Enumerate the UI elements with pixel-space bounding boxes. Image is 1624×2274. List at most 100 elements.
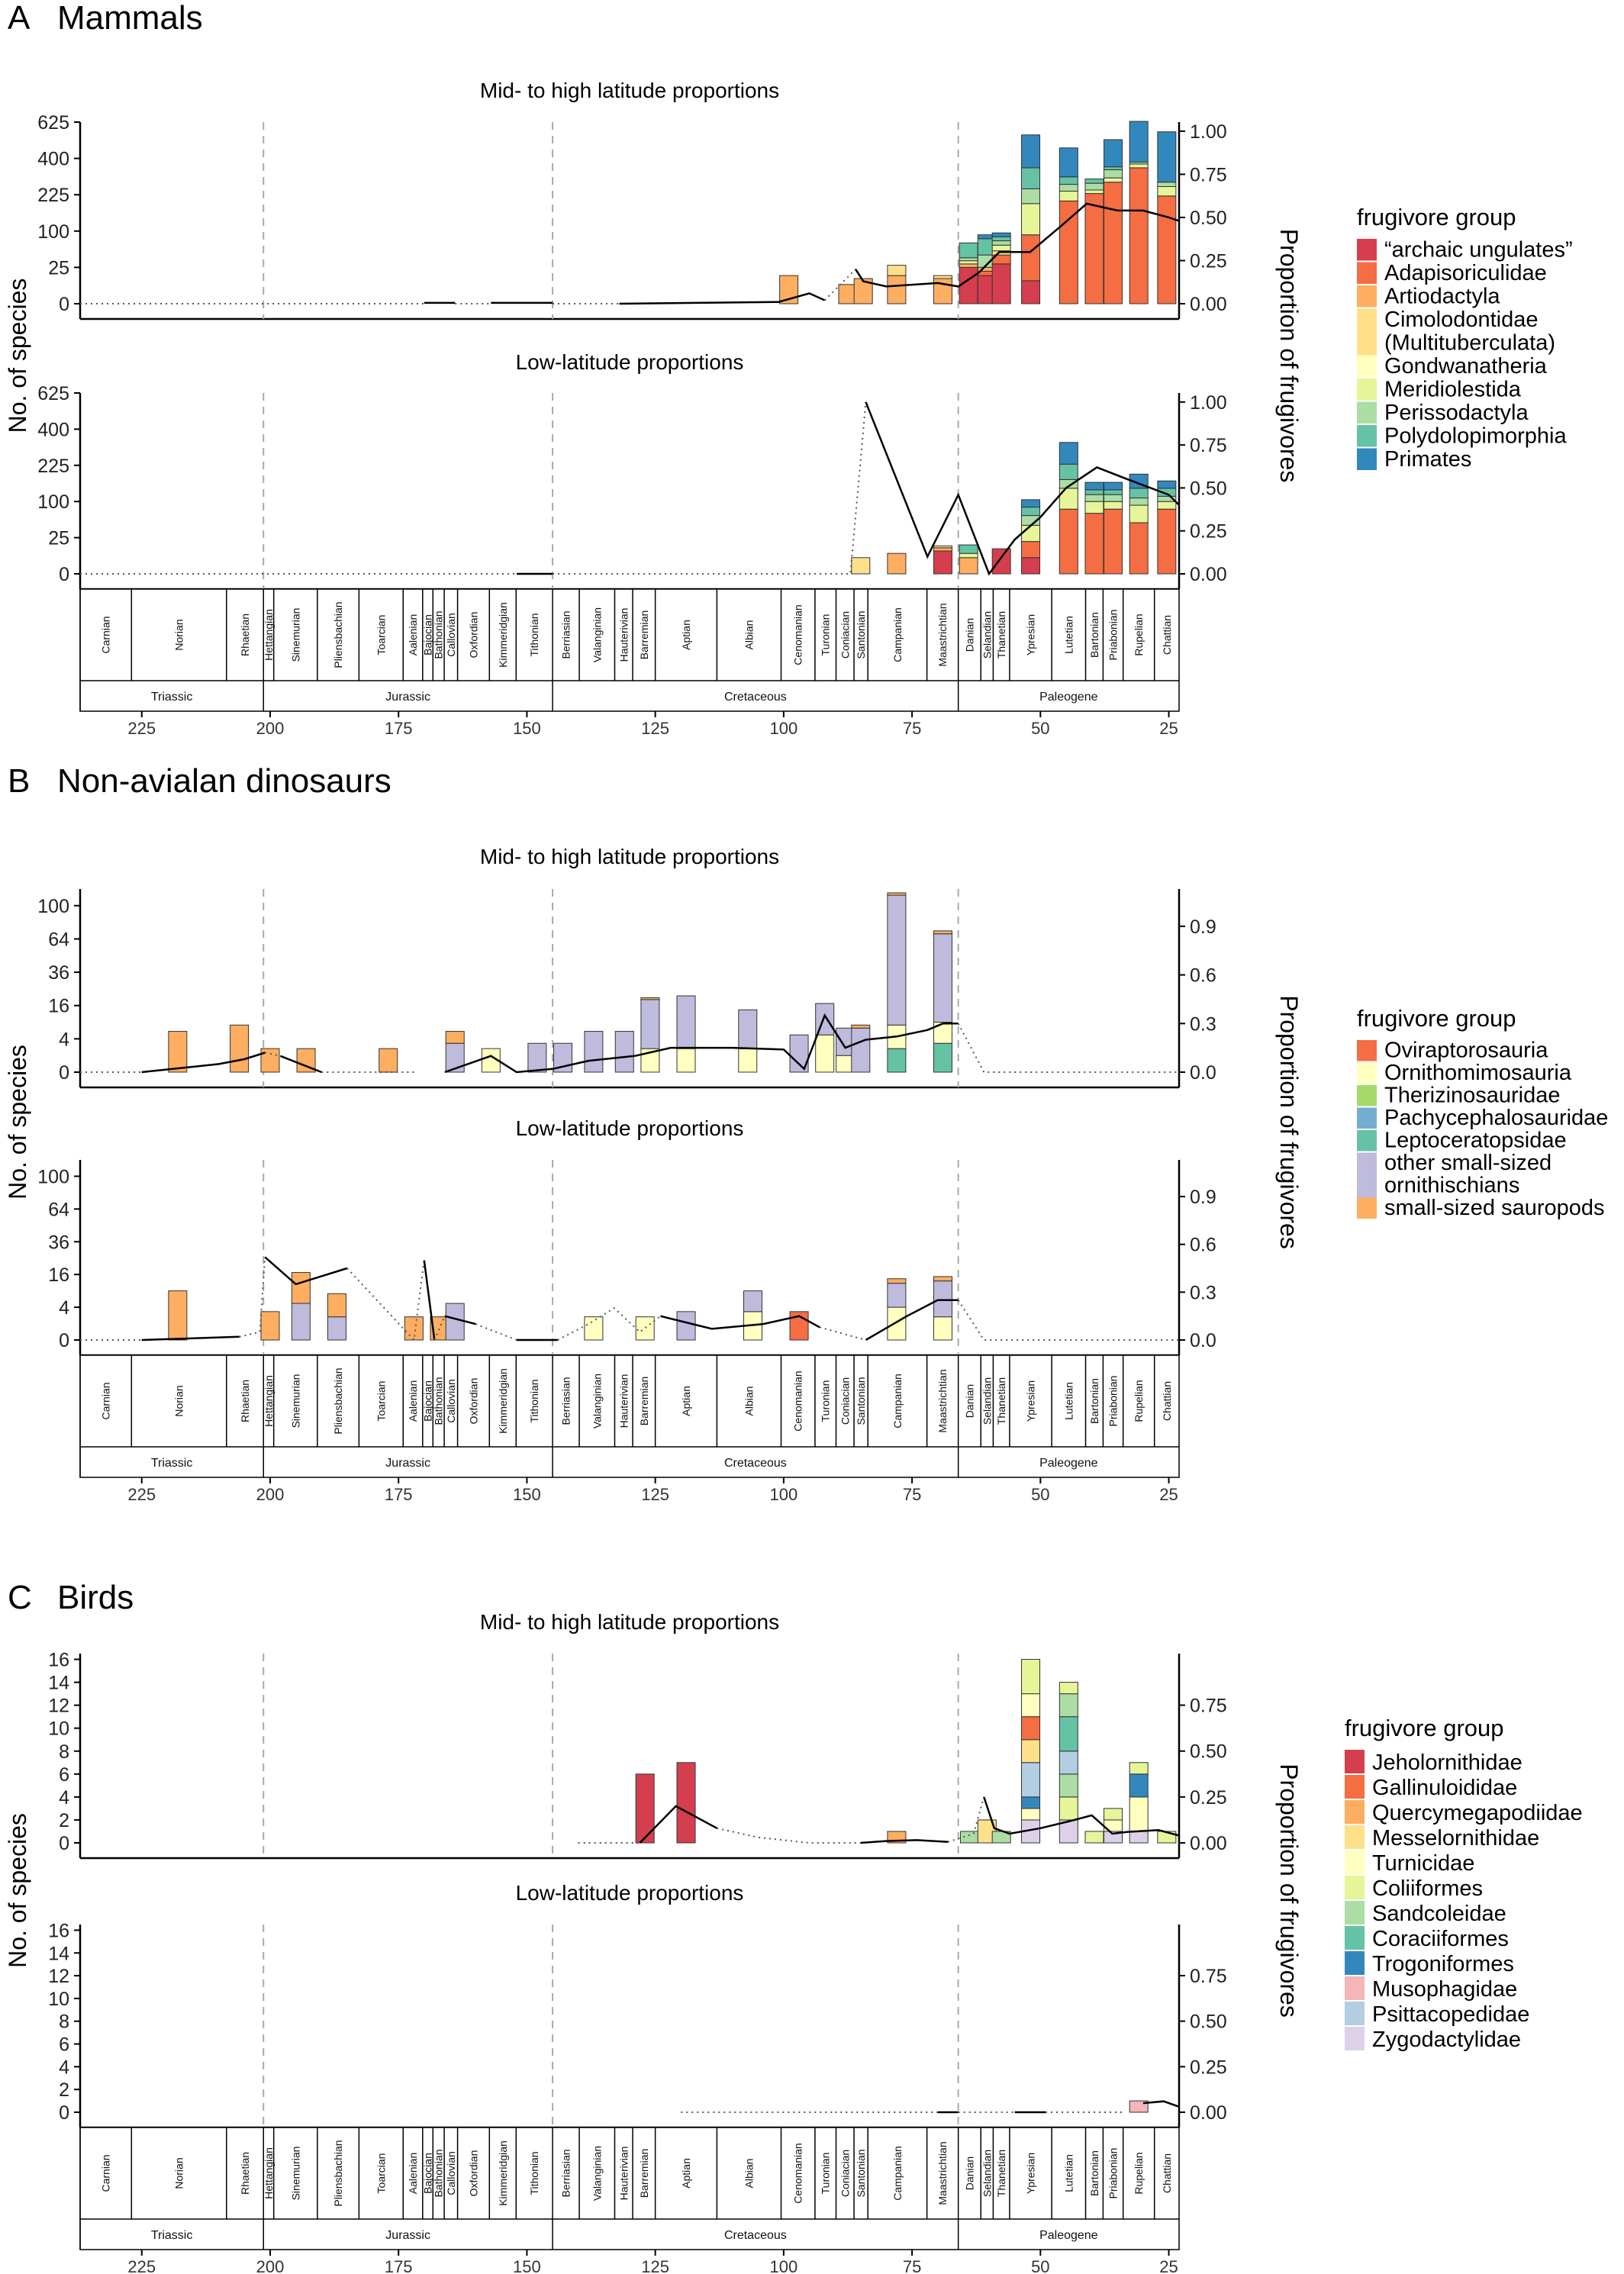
stage-label: Berriasian (560, 610, 572, 659)
stage-label: Rhaetian (239, 614, 251, 656)
bar-segment (1129, 498, 1149, 506)
bar-segment (991, 240, 1011, 246)
bar-segment (743, 1290, 762, 1313)
stage-label: Ypresian (1025, 614, 1037, 655)
panel-letter: C (8, 1579, 32, 1616)
legend-label: Coliiformes (1372, 1876, 1483, 1901)
legend-label: Meridiolestida (1384, 378, 1522, 402)
proportion-line (823, 269, 856, 301)
y2-tick-label: 0.50 (1190, 478, 1227, 499)
bar-segment (1129, 504, 1149, 523)
legend-label: Polydolopimorphia (1384, 424, 1567, 449)
y-tick-label: 4 (59, 2057, 69, 2078)
panel-letter: B (8, 762, 30, 800)
legend-label: Turnicidae (1372, 1851, 1474, 1876)
bar-segment (1058, 1682, 1078, 1695)
legend-swatch (1345, 1800, 1365, 1824)
y-tick-label: 225 (37, 185, 69, 206)
bar-segment (1021, 1739, 1041, 1763)
legend-swatch (1357, 355, 1377, 377)
bar-segment (676, 1762, 696, 1844)
bar-segment (584, 1316, 604, 1341)
bar-segment (1157, 501, 1177, 510)
stage-label: Rupelian (1133, 2152, 1145, 2194)
legend-swatch (1345, 2002, 1365, 2025)
bar-segment (1058, 1693, 1078, 1718)
stage-label: Campanian (891, 2146, 904, 2201)
y-tick-label: 100 (37, 491, 69, 513)
legend-label: Oviraptorosauria (1384, 1039, 1548, 1063)
x-tick-label: 25 (1159, 719, 1178, 738)
bar-segment (445, 1303, 465, 1341)
stage-label: Callovian (445, 613, 457, 657)
legend-label: (Multituberculata) (1384, 331, 1555, 356)
stage-label: Norian (173, 1385, 185, 1416)
x-tick-label: 25 (1159, 2257, 1178, 2274)
y-tick-label: 8 (59, 1741, 69, 1763)
bar-segment (1129, 1773, 1149, 1798)
legend-swatch (1345, 1775, 1365, 1799)
stage-label: Cenomanian (792, 2143, 804, 2203)
stage-label: Valanginian (591, 607, 603, 662)
bar-segment (1021, 541, 1041, 559)
y2-tick-label: 0.6 (1190, 1235, 1216, 1256)
bar-segment (1021, 134, 1041, 169)
bar-segment (1157, 182, 1177, 187)
legend-label: Psittacopedidae (1372, 2002, 1529, 2027)
bar-segment (1084, 182, 1104, 191)
stage-label: Santonian (855, 2149, 867, 2197)
period-label: Cretaceous (724, 2229, 787, 2242)
proportion-line (660, 1315, 820, 1330)
stage-label: Turonian (820, 614, 832, 656)
stage-label: Pliensbachian (332, 2140, 344, 2206)
legend-label: Ornithomimosauria (1384, 1061, 1572, 1085)
legend-label: Primates (1384, 447, 1471, 472)
bar-segment (933, 275, 952, 279)
y-tick-label: 25 (48, 528, 69, 549)
stage-label: Hauterivian (617, 2147, 630, 2201)
x-tick-label: 200 (256, 1485, 285, 1504)
stage-label: Selandian (981, 1377, 993, 1425)
subplot-title: Low-latitude proportions (516, 1116, 744, 1140)
proportion-line (423, 1260, 436, 1341)
proportion-line (279, 1055, 322, 1074)
bar-segment (1058, 508, 1078, 575)
bar-segment (933, 547, 952, 552)
y-tick-label: 12 (48, 1696, 69, 1717)
bar-segment (1129, 1831, 1149, 1844)
bar-segment (640, 997, 660, 1000)
stage-label: Carnian (100, 2154, 112, 2192)
legend-label: other small-sized (1384, 1151, 1552, 1175)
bar-segment (851, 1024, 871, 1029)
stage-label: Tithonian (528, 613, 540, 656)
bar-segment (676, 1311, 696, 1341)
period-label: Jurassic (385, 1457, 430, 1470)
stage-label: Chattian (1161, 2153, 1173, 2193)
bar-segment (1104, 166, 1123, 170)
stage-label: Bartonian (1088, 612, 1100, 658)
bar-segment (1058, 191, 1078, 201)
y-tick-label: 6 (59, 2034, 69, 2056)
proportion-line (639, 1805, 717, 1844)
y-tick-label: 625 (37, 383, 69, 404)
stage-label: Priabonian (1107, 2148, 1120, 2199)
bar-segment (635, 1773, 655, 1844)
y-tick-label: 4 (59, 1029, 69, 1050)
legend-label: Jeholornithidae (1372, 1751, 1522, 1775)
y2-tick-label: 0.00 (1190, 294, 1227, 315)
proportion-line (1142, 2100, 1180, 2108)
stage-label: Selandian (981, 611, 993, 659)
y-tick-label: 2 (59, 1810, 69, 1831)
x-tick-label: 100 (770, 719, 798, 738)
bar-segment (1084, 501, 1104, 514)
figure-layer: A Mammals B Non-avialan dinosaurs C Birds Mid-… (4, 0, 1608, 2274)
panel-title: Non-avialan dinosaurs (57, 762, 392, 800)
x-tick-label: 150 (513, 719, 541, 738)
stage-label: Toarcian (375, 615, 387, 655)
bar-segment (1058, 147, 1078, 178)
bar-segment (887, 1283, 907, 1308)
stage-label: Maastrichtian (936, 1369, 949, 1432)
x-tick-label: 200 (256, 2257, 285, 2274)
bar-segment (959, 1831, 979, 1844)
